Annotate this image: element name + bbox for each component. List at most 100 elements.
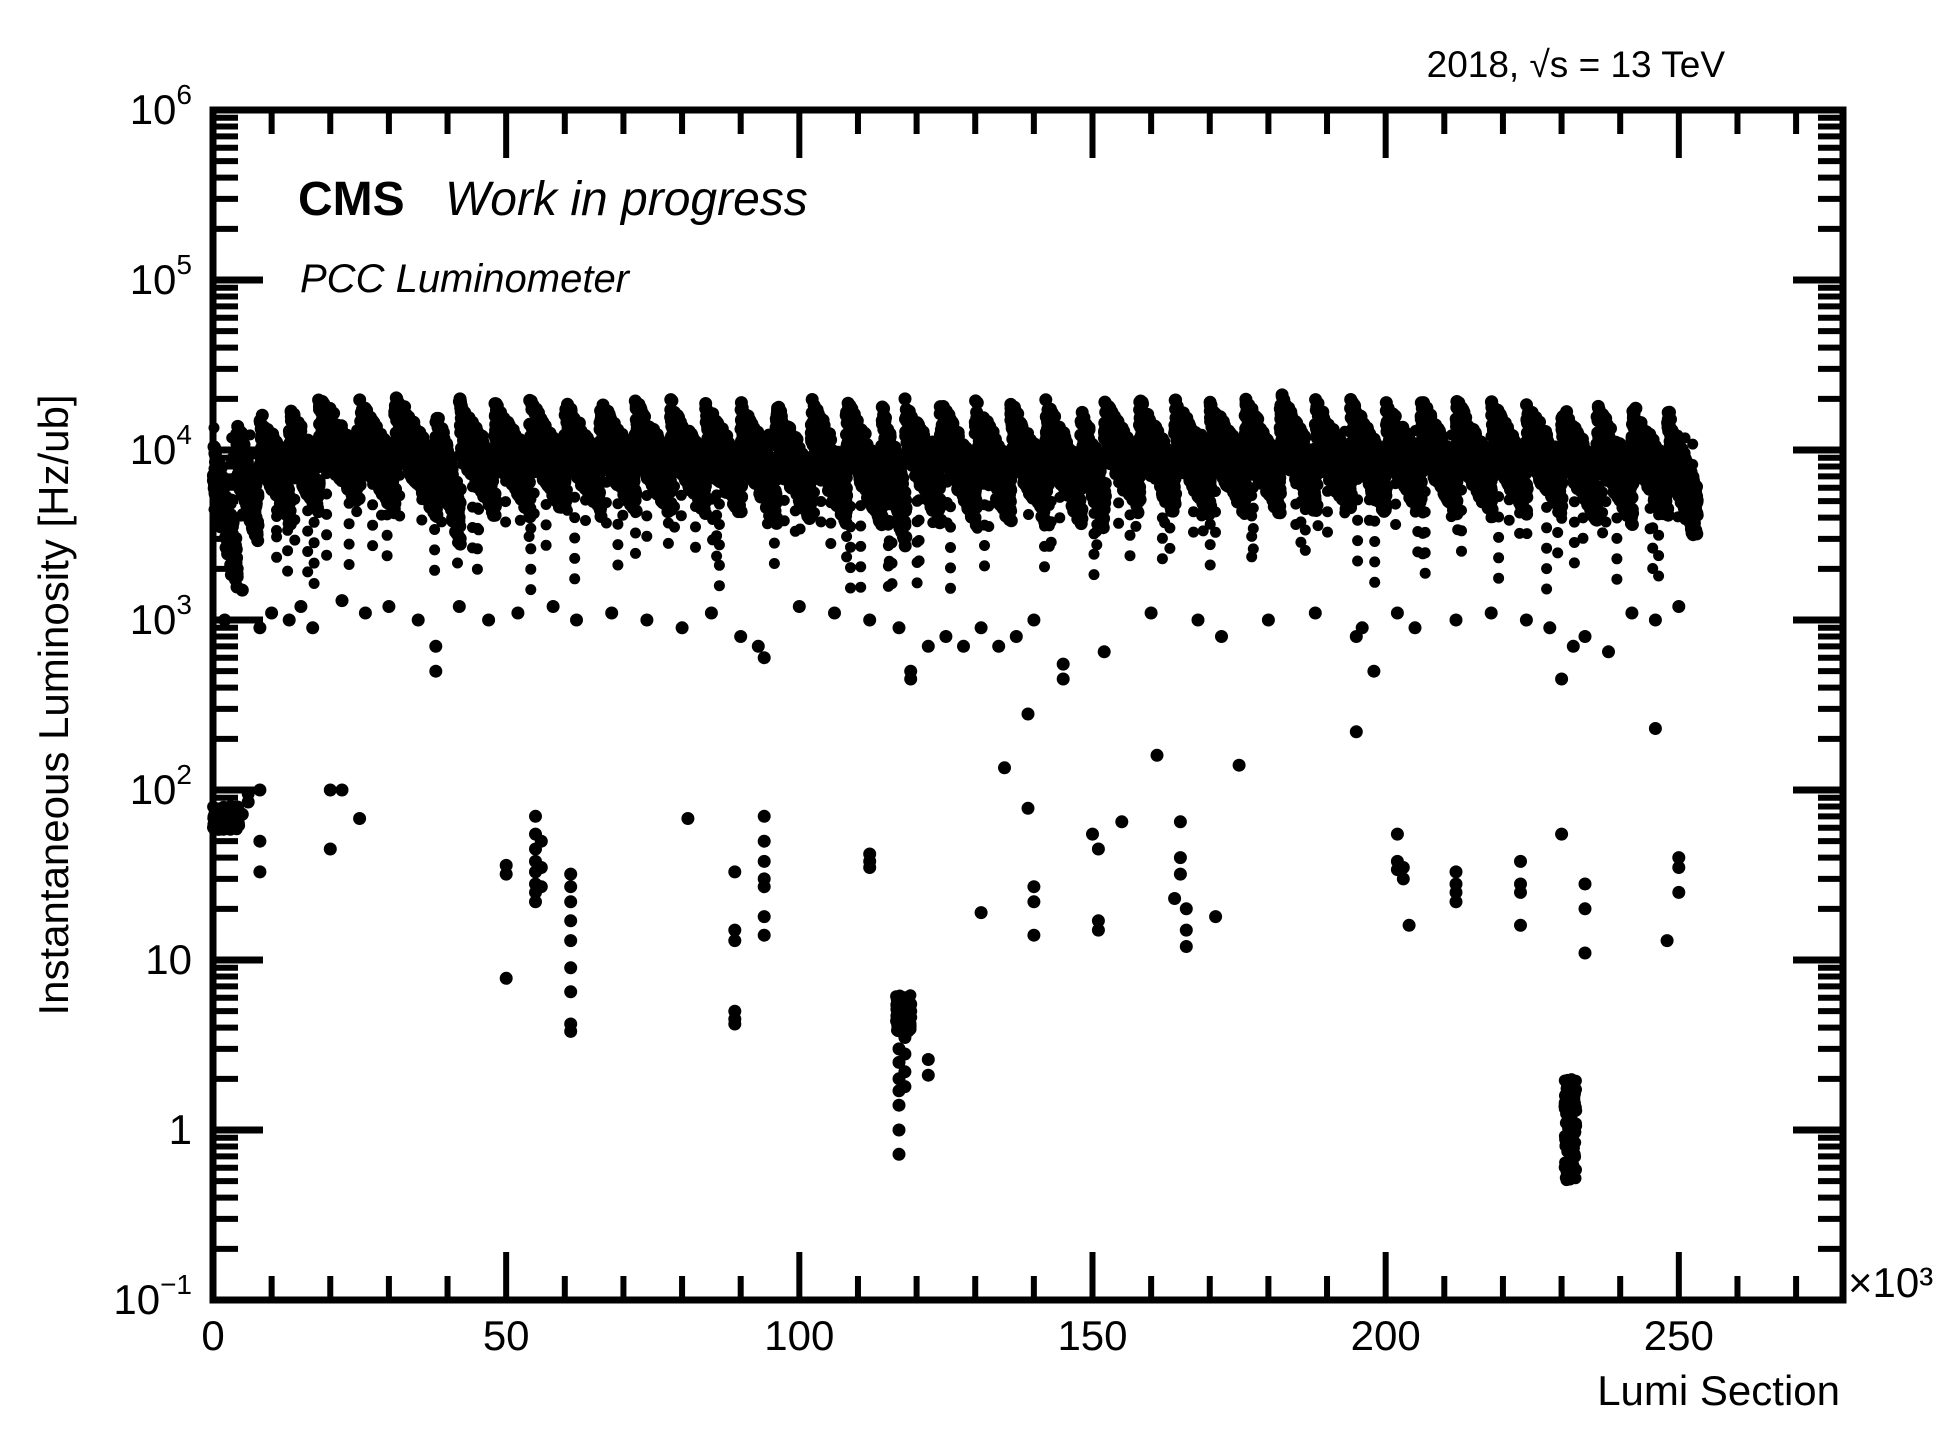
spike-point — [429, 564, 441, 576]
spike-point — [569, 552, 581, 564]
spike-point — [376, 489, 387, 501]
spike-point — [528, 426, 540, 438]
spike-point — [778, 433, 790, 445]
spike-point — [845, 582, 856, 594]
spike-point — [882, 519, 894, 531]
spike-point — [641, 510, 653, 522]
spike-point — [452, 537, 463, 549]
spike-point — [471, 563, 483, 575]
spike-point — [528, 446, 540, 458]
spike-point — [927, 476, 939, 488]
spike-point — [855, 500, 867, 512]
spike-point — [525, 522, 537, 534]
spike-point — [528, 508, 540, 519]
spike-point — [528, 467, 540, 479]
spike-point — [289, 493, 301, 505]
spike-point — [394, 510, 406, 522]
spike-point — [855, 520, 867, 532]
spike-point — [321, 549, 333, 561]
spike-point — [690, 460, 701, 472]
spike-point — [617, 448, 629, 460]
spike-point — [669, 460, 680, 472]
spike-point — [600, 517, 612, 529]
spike-point — [467, 481, 478, 493]
spike-point — [761, 477, 773, 489]
spike-point — [540, 478, 552, 490]
spike-point — [641, 449, 653, 461]
fill-point — [899, 501, 913, 515]
spike-point — [882, 580, 894, 592]
spike-point — [630, 507, 641, 519]
spike-point — [282, 545, 294, 557]
spike-point — [514, 474, 526, 485]
spike-point — [825, 538, 837, 549]
spike-point — [271, 443, 282, 455]
fill-point — [230, 551, 244, 565]
spike-point — [282, 524, 294, 536]
fill-point — [896, 471, 910, 485]
spike-point — [617, 509, 629, 521]
spike-point — [473, 442, 485, 454]
spike-point — [271, 551, 283, 563]
spike-point — [913, 555, 925, 567]
spike-point — [431, 512, 443, 523]
spike-point — [569, 512, 581, 524]
spike-point — [815, 475, 827, 487]
spike-point — [225, 539, 237, 551]
spike-point — [778, 515, 790, 527]
spike-point — [789, 485, 801, 496]
spike-point — [815, 496, 827, 507]
spike-point — [500, 496, 512, 508]
spike-point — [690, 501, 701, 512]
spike-point — [431, 491, 443, 503]
spike-point — [343, 538, 355, 550]
spike-point — [789, 464, 801, 476]
spike-point — [416, 514, 428, 526]
spike-point — [789, 505, 801, 517]
spike-point — [617, 468, 629, 480]
spike-point — [809, 486, 820, 498]
spike-point — [351, 485, 363, 497]
spike-point — [308, 496, 320, 508]
spike-point — [540, 458, 552, 470]
spike-point — [662, 537, 674, 549]
spike-point — [711, 489, 723, 501]
spike-point — [514, 494, 526, 506]
spike-point — [778, 454, 790, 466]
spike-point — [376, 448, 387, 460]
spike-point — [711, 550, 723, 562]
spike-point — [343, 518, 355, 530]
spike-point — [809, 507, 820, 519]
spike-point — [367, 478, 379, 490]
spike-point — [289, 534, 301, 546]
spike-point — [500, 516, 512, 528]
spike-point — [580, 515, 591, 526]
spike-point — [540, 499, 552, 510]
spike-point — [845, 500, 856, 512]
spike-point — [690, 541, 701, 553]
spike-point — [467, 501, 478, 513]
spike-point — [778, 494, 790, 506]
spike-point — [569, 532, 581, 544]
spike-point — [416, 494, 428, 506]
fill-point — [593, 486, 606, 499]
spike-point — [825, 456, 837, 468]
spike-point — [612, 559, 624, 571]
spike-point — [809, 425, 820, 437]
spike-point — [244, 470, 256, 482]
spike-point — [669, 440, 680, 451]
spike-point — [500, 434, 512, 446]
spike-point — [244, 511, 256, 522]
spike-point — [431, 450, 443, 462]
spike-point — [641, 469, 653, 481]
spike-point — [815, 516, 827, 528]
spike-point — [376, 428, 387, 439]
spike-point — [343, 559, 355, 570]
spike-point — [308, 516, 320, 528]
spike-point — [308, 537, 320, 549]
spike-point — [282, 484, 294, 495]
spike-point — [525, 563, 537, 575]
spike-point — [467, 460, 478, 472]
spike-point — [416, 453, 428, 465]
